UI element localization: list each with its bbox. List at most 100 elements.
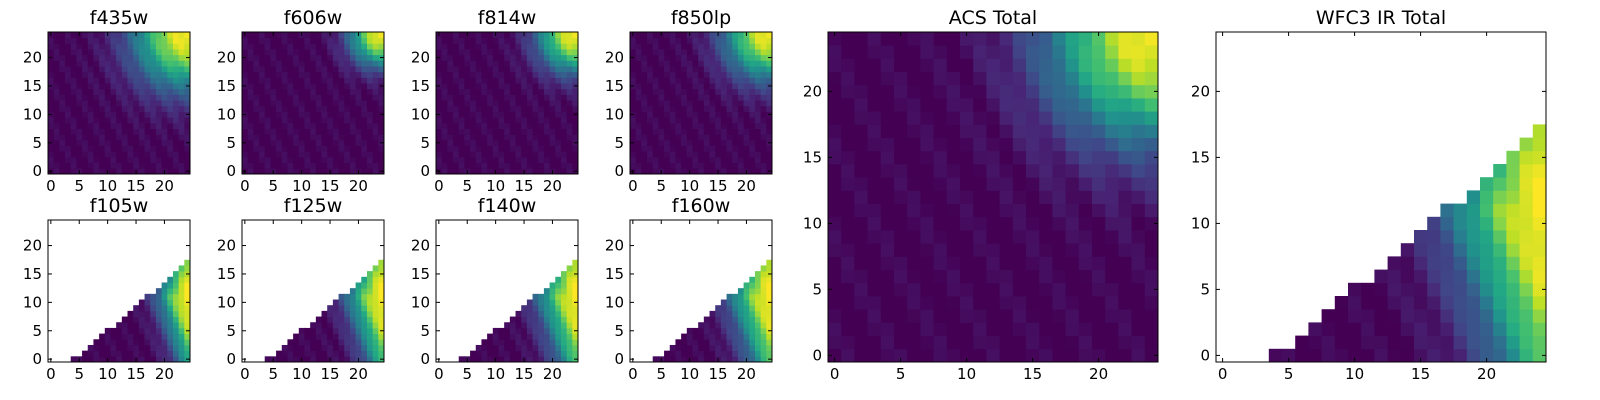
y-tick-label: 10 (23, 105, 42, 123)
heatmap-cell (287, 37, 294, 44)
heatmap-cell (144, 333, 151, 340)
heatmap-cell (743, 339, 750, 346)
heatmap-cell (161, 117, 168, 124)
heatmap-cell (641, 43, 648, 50)
heatmap-cell (481, 151, 488, 158)
heatmap-cell (1466, 230, 1481, 244)
heatmap-cell (378, 49, 385, 56)
heatmap-cell (641, 105, 648, 112)
heatmap-cell (475, 54, 482, 61)
heatmap-cell (999, 58, 1014, 72)
heatmap-cell (726, 60, 733, 67)
heatmap-cell (161, 111, 168, 118)
heatmap-cell (281, 49, 288, 56)
heatmap-cell (630, 151, 637, 158)
heatmap-cell (549, 299, 556, 306)
heatmap-cell (470, 66, 477, 73)
heatmap-cell (1012, 58, 1027, 72)
heatmap-cell (1118, 164, 1132, 178)
heatmap-cell (526, 299, 533, 306)
panel-title: f435w (90, 7, 149, 29)
heatmap-cell (555, 310, 562, 317)
heatmap-cell (920, 269, 934, 284)
y-tick-label: 15 (217, 77, 236, 95)
heatmap-cell (293, 145, 300, 152)
heatmap-cell (498, 60, 505, 67)
heatmap-cell (138, 60, 145, 67)
heatmap-cell (543, 322, 550, 329)
x-tick-label: 10 (292, 177, 311, 195)
axes-frame (435, 31, 579, 175)
heatmap-cell (737, 344, 744, 352)
heatmap-cell (986, 98, 1000, 112)
heatmap-cell (475, 105, 482, 112)
heatmap-cell (675, 162, 682, 169)
heatmap-cell (973, 190, 987, 204)
heatmap-cell (1052, 269, 1066, 284)
heatmap-cell (121, 105, 128, 112)
heatmap-cell (572, 37, 579, 44)
heatmap-cell (133, 71, 140, 78)
heatmap-cell (366, 128, 374, 135)
heatmap-cell (184, 71, 191, 78)
heatmap-cell (1078, 216, 1093, 231)
heatmap-cell (681, 54, 688, 61)
heatmap-cell (1105, 309, 1119, 323)
heatmap-cell (458, 60, 465, 67)
heatmap-cell (999, 45, 1014, 59)
heatmap-cell (327, 100, 334, 107)
heatmap-cell (332, 60, 339, 67)
heatmap-cell (276, 111, 283, 118)
heatmap-cell (1012, 216, 1027, 231)
heatmap-cell (549, 105, 556, 112)
heatmap-cell (487, 139, 494, 146)
heatmap-cell (658, 94, 665, 101)
heatmap-cell (675, 139, 682, 146)
heatmap-cell (703, 105, 710, 112)
heatmap-cell (549, 66, 556, 73)
heatmap-cell (1532, 296, 1547, 310)
heatmap-cell (48, 128, 55, 135)
heatmap-cell (110, 139, 117, 146)
heatmap-cell (458, 88, 465, 95)
heatmap-cell (1480, 190, 1494, 204)
heatmap-cell (933, 322, 948, 336)
heatmap-cell (732, 122, 739, 129)
heatmap-cell (242, 60, 249, 67)
heatmap-cell (1105, 296, 1119, 310)
heatmap-cell (138, 54, 145, 61)
heatmap-cell (304, 139, 311, 146)
heatmap-cell (509, 77, 516, 84)
heatmap-cell (1105, 84, 1119, 99)
heatmap-cell (652, 128, 659, 135)
heatmap-cell (464, 49, 471, 56)
heatmap-cell (555, 276, 562, 283)
heatmap-cell (475, 117, 482, 124)
heatmap-cell (441, 83, 448, 90)
heatmap-cell (332, 37, 339, 44)
heatmap-cell (270, 134, 277, 141)
heatmap-cell (986, 32, 1000, 46)
heatmap-cell (749, 299, 756, 306)
heatmap-cell (458, 54, 465, 61)
heatmap-cell (647, 145, 654, 152)
heatmap-cell (946, 230, 961, 244)
heatmap-cell (242, 49, 249, 56)
heatmap-cell (1131, 216, 1146, 231)
heatmap-cell (732, 32, 739, 39)
heatmap-cell (841, 282, 855, 297)
heatmap-cell (743, 94, 750, 101)
heatmap-cell (1519, 269, 1534, 284)
heatmap-cell (281, 94, 288, 101)
panel-title: f160w (672, 195, 731, 217)
heatmap-cell (470, 60, 477, 67)
heatmap-cell (566, 271, 573, 278)
heatmap-cell (253, 60, 260, 67)
heatmap-cell (99, 105, 106, 112)
heatmap-cell (264, 151, 271, 158)
heatmap-cell (641, 83, 648, 90)
heatmap-cell (555, 333, 562, 340)
heatmap-cell (749, 94, 756, 101)
heatmap-cell (566, 282, 573, 289)
heatmap-cell (82, 117, 89, 124)
